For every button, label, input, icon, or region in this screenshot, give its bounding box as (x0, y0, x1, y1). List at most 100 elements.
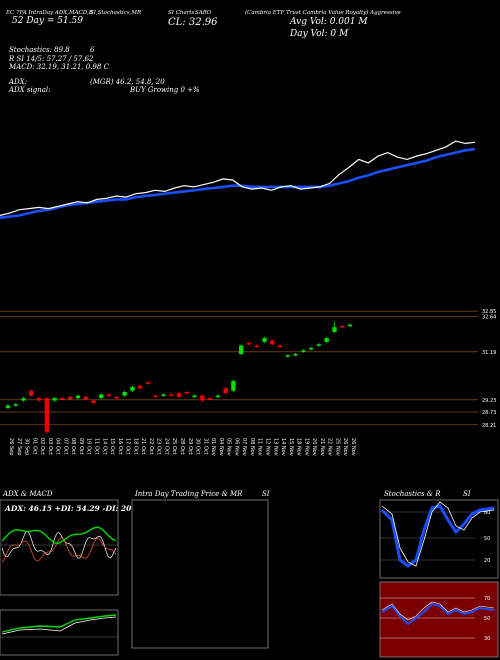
candle-body (67, 396, 73, 400)
candle-body (153, 395, 158, 398)
candle-body (301, 350, 306, 352)
date-label: 07 Nov (241, 438, 247, 456)
header-title-b: SI,Stochastics,MR (90, 10, 142, 16)
stoch-axis-label: 20 (484, 558, 490, 564)
candle-body (254, 345, 259, 347)
adx-line (1, 526, 117, 544)
adx-readout-values: (MGR) 46.2, 54.8, 20 (90, 78, 165, 86)
date-label: 01 Nov (210, 438, 216, 456)
date-label: 22 Oct (148, 438, 154, 455)
header-52day: 52 Day = 51.59 (12, 16, 84, 26)
candle-body (130, 387, 135, 391)
candle-body (29, 390, 34, 396)
price-line (0, 140, 476, 216)
stoch-readout: Stochastics: 89.8 (9, 46, 70, 54)
candle-body (332, 327, 337, 333)
stoch-axis-label: 80 (484, 510, 490, 516)
price-axis-label: 32.85 (482, 309, 496, 315)
date-label: 15 Oct (109, 438, 115, 455)
date-label: 24 Oct (163, 438, 169, 455)
macd-readout: MACD: 32.19, 31.21, 0.98 C (9, 63, 109, 71)
header-title-c: SI Charts (168, 10, 195, 16)
date-label: 07 Oct (62, 438, 68, 455)
candle-body (293, 354, 298, 356)
candle-body (52, 398, 57, 401)
adx-panel-frame (0, 499, 119, 596)
date-label: 13 Nov (272, 438, 278, 456)
adx-panel-title: ADX & MACD (3, 490, 53, 498)
candle-body (122, 391, 127, 396)
rsi-axis-label: 50 (484, 616, 490, 622)
adx-signal-label: ADX signal: (9, 86, 51, 94)
stoch-readout-value: 6 (90, 46, 95, 54)
candle-body (60, 398, 65, 400)
candle-body (176, 393, 182, 397)
price-axis-label: 32.64 (482, 314, 496, 320)
date-label: 11 Oct (94, 438, 100, 455)
price-axis-label: 28.21 (482, 423, 496, 429)
adx-di-minus-line (1, 537, 117, 563)
date-label: 14 Nov (280, 438, 286, 456)
date-label: 08 Nov (249, 438, 255, 456)
rsi-readout: R SI 14/5: 57.27 / 57.62 (9, 55, 94, 63)
candle-body (215, 395, 221, 398)
header-fund-name: (Cambria ETF Trust Cambria Value Royalty… (245, 10, 401, 16)
header-ticker: SARO (195, 10, 212, 16)
date-label: 05 Nov (226, 438, 232, 456)
price-axis-label: 28.73 (482, 410, 496, 416)
date-label: 18 Oct (132, 438, 138, 455)
candle-body (316, 344, 322, 346)
date-label: 04 Oct (55, 438, 61, 455)
date-label: 17 Oct (125, 438, 131, 455)
date-label: 09 Oct (78, 438, 84, 455)
date-label: 22 Nov (327, 438, 333, 456)
candle-body (13, 404, 18, 406)
intraday-panel-title: Intra Day Trading Price & MR (135, 490, 243, 498)
header-close: CL: 32.96 (168, 17, 218, 28)
date-label: 14 Oct (101, 438, 107, 455)
date-label: 03 Oct (47, 438, 53, 455)
intraday-panel-title-b: SI (262, 490, 270, 498)
adx-readout-label: ADX: (9, 78, 28, 86)
date-label: 04 Nov (218, 438, 224, 456)
date-label: 30 Oct (195, 438, 201, 455)
stoch-axis-label: 50 (484, 536, 490, 542)
date-label: 27 Sep (16, 438, 22, 455)
candle-body (44, 398, 50, 433)
adx-panel-readout: ADX: 46.15 +DI: 54.29 -DI: 20 (5, 504, 132, 513)
candle-body (308, 347, 314, 350)
candle-body (169, 394, 174, 396)
date-label: 31 Oct (202, 438, 208, 455)
date-label: 26 Nov (342, 438, 348, 456)
moving-average-line (0, 147, 476, 219)
rsi-axis-label: 70 (484, 596, 490, 602)
date-label: 10 Oct (86, 438, 92, 455)
date-label: 16 Oct (117, 438, 123, 455)
macd-line (1, 616, 117, 635)
candle-body (161, 394, 166, 396)
macd-signal-line (1, 614, 117, 633)
candle-body (231, 380, 236, 391)
buy-signal: BUY Growing 0 +% (130, 86, 200, 94)
date-label: 29 Oct (187, 438, 193, 455)
date-label: 20 Nov (311, 438, 317, 456)
candle-body (340, 325, 345, 328)
date-label: 18 Nov (296, 438, 302, 456)
candle-body (184, 391, 189, 394)
candle-body (200, 395, 205, 401)
candle-body (285, 355, 291, 357)
stoch-panel-title: Stochastics & R (384, 490, 441, 498)
candle-body (277, 345, 283, 347)
rsi-panel-frame (379, 581, 499, 658)
candle-body (246, 343, 252, 345)
price-axis-label: 31.19 (482, 350, 496, 356)
intraday-panel-frame (131, 499, 269, 649)
date-label: 19 Nov (303, 438, 309, 456)
stoch-panel-title-b: SI (463, 490, 471, 498)
candle-body (83, 396, 88, 400)
rsi-axis-label: 30 (484, 636, 490, 642)
candle-body (192, 395, 197, 398)
candle-body (99, 394, 104, 399)
candle-body (5, 405, 11, 408)
candle-body (270, 340, 275, 345)
